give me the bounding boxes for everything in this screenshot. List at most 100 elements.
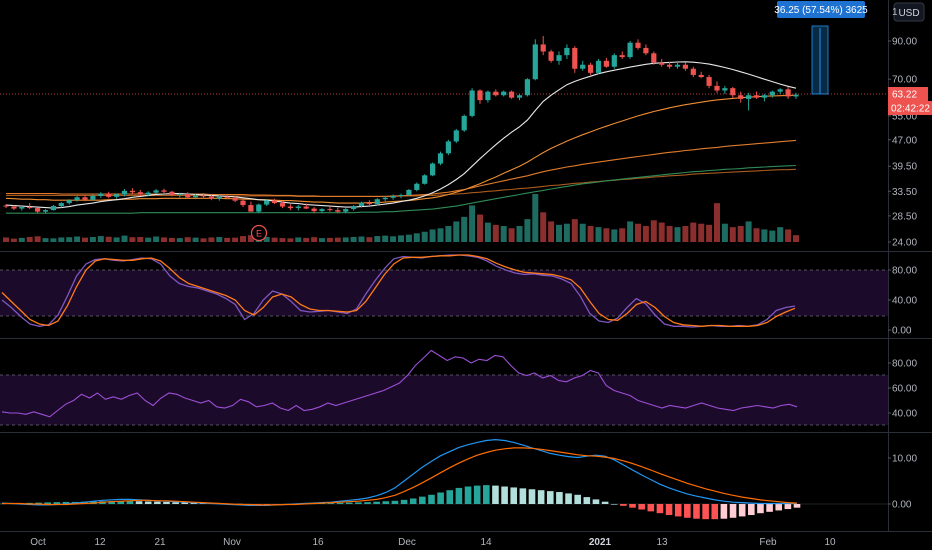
macd-histogram-bar	[364, 502, 371, 504]
macd-histogram-bar	[455, 487, 463, 504]
candle-body	[216, 196, 222, 199]
earnings-marker-circle[interactable]	[250, 224, 268, 242]
candle-body	[169, 191, 175, 195]
volume-bar	[500, 226, 507, 242]
candlesticks	[3, 36, 799, 214]
macd-histogram-bar	[610, 504, 618, 505]
volume-bar	[350, 236, 357, 242]
volume-bar	[674, 227, 681, 242]
macd-histogram-bar	[519, 488, 527, 504]
volume-bar	[698, 223, 705, 242]
candle-body	[327, 209, 333, 211]
macd-histogram-bar	[620, 504, 627, 506]
volume-bar	[484, 222, 491, 242]
macd-histogram-bar	[126, 501, 134, 504]
volume-bar	[793, 235, 799, 242]
macd-histogram-bar	[556, 492, 563, 504]
macd-histogram-bar	[446, 490, 454, 504]
price-tick-label: 90.00	[892, 37, 917, 48]
volume-bar	[168, 237, 175, 242]
volume-bar	[240, 236, 246, 242]
currency-button[interactable]: USD	[893, 2, 925, 22]
volume-bar	[263, 236, 270, 242]
macd-histogram-bar	[711, 504, 719, 520]
last-price-badge: 63.22 02:42:22	[888, 87, 932, 115]
macd-tick-label: 10.00	[892, 454, 917, 465]
candle-body	[193, 195, 199, 198]
volume-bar	[532, 194, 539, 242]
macd-histogram-bar	[345, 502, 353, 504]
volume-bar	[445, 226, 452, 242]
macd-histogram-bar	[154, 501, 161, 504]
last-price-value: 63.22	[892, 90, 917, 101]
volume-bar	[398, 235, 404, 242]
volume-bar	[26, 236, 33, 242]
countdown-value: 02:42:22	[891, 104, 930, 115]
volume-bar	[619, 228, 626, 242]
macd-histogram-bar	[62, 501, 70, 504]
rsi-band-fill	[0, 375, 888, 425]
candle-body	[351, 206, 357, 210]
volume-bar	[650, 220, 657, 242]
volume-bar	[548, 221, 555, 242]
candle-body	[722, 88, 728, 91]
macd-histogram-bar	[428, 494, 435, 504]
candle-body	[82, 197, 88, 200]
candle-body	[588, 64, 594, 73]
volume-bar	[769, 230, 776, 242]
volume-bar	[635, 223, 641, 242]
currency-button-bg[interactable]	[893, 2, 925, 22]
volume-bar	[105, 236, 112, 242]
macd-histogram-bar	[775, 504, 783, 511]
macd-histogram-bar	[483, 485, 490, 504]
macd-histogram-bar	[638, 504, 645, 510]
candle-body	[185, 194, 191, 198]
candle-body	[390, 195, 396, 198]
candle-body	[564, 47, 570, 56]
candle-body	[42, 210, 49, 212]
macd-histogram-bar	[492, 485, 499, 504]
volume-bar	[642, 226, 649, 242]
measure-label-badge[interactable]: 36.25 (57.54%) 3625	[774, 1, 868, 18]
macd-histogram-bar	[400, 499, 408, 504]
volume-bar	[97, 236, 104, 242]
candle-body	[256, 204, 262, 212]
measure-label-bg	[777, 1, 865, 18]
volume-bar	[279, 238, 286, 242]
volume-bar	[603, 228, 610, 242]
candle-body	[532, 44, 538, 80]
macd-histogram-bar	[108, 501, 115, 504]
macd-histogram-bar	[793, 504, 801, 508]
rsi-tick-label: 40.00	[892, 409, 917, 420]
macd-histogram-bar	[748, 504, 755, 516]
volume-bar	[3, 237, 9, 242]
volume-bar	[714, 203, 720, 242]
volume-bar	[113, 237, 120, 242]
price-tick-label: 70.00	[892, 75, 917, 86]
ma-20-line	[5, 61, 797, 209]
candle-body	[248, 205, 254, 212]
macd-histogram-bar	[647, 504, 655, 512]
volume-bar	[595, 227, 602, 242]
candle-body	[469, 90, 475, 116]
candle-body	[161, 190, 167, 192]
macd-histogram-bar	[546, 491, 554, 504]
macd-histogram-bar	[80, 501, 88, 504]
volume-bar	[563, 223, 570, 242]
candle-body	[35, 208, 41, 212]
candle-body	[611, 55, 617, 67]
volume-bar	[271, 237, 278, 242]
volume-bar	[382, 235, 389, 242]
earnings-marker[interactable]: E	[250, 224, 268, 242]
volume-bar	[89, 236, 96, 242]
candle-body	[674, 64, 681, 67]
candle-body	[232, 197, 238, 201]
volume-bar	[145, 237, 152, 242]
candle-body	[303, 206, 309, 209]
volume-bar	[706, 224, 713, 242]
macd-histogram-bar	[601, 501, 609, 504]
candle-body	[509, 91, 515, 98]
candle-body	[706, 77, 712, 86]
candle-body	[485, 91, 491, 101]
